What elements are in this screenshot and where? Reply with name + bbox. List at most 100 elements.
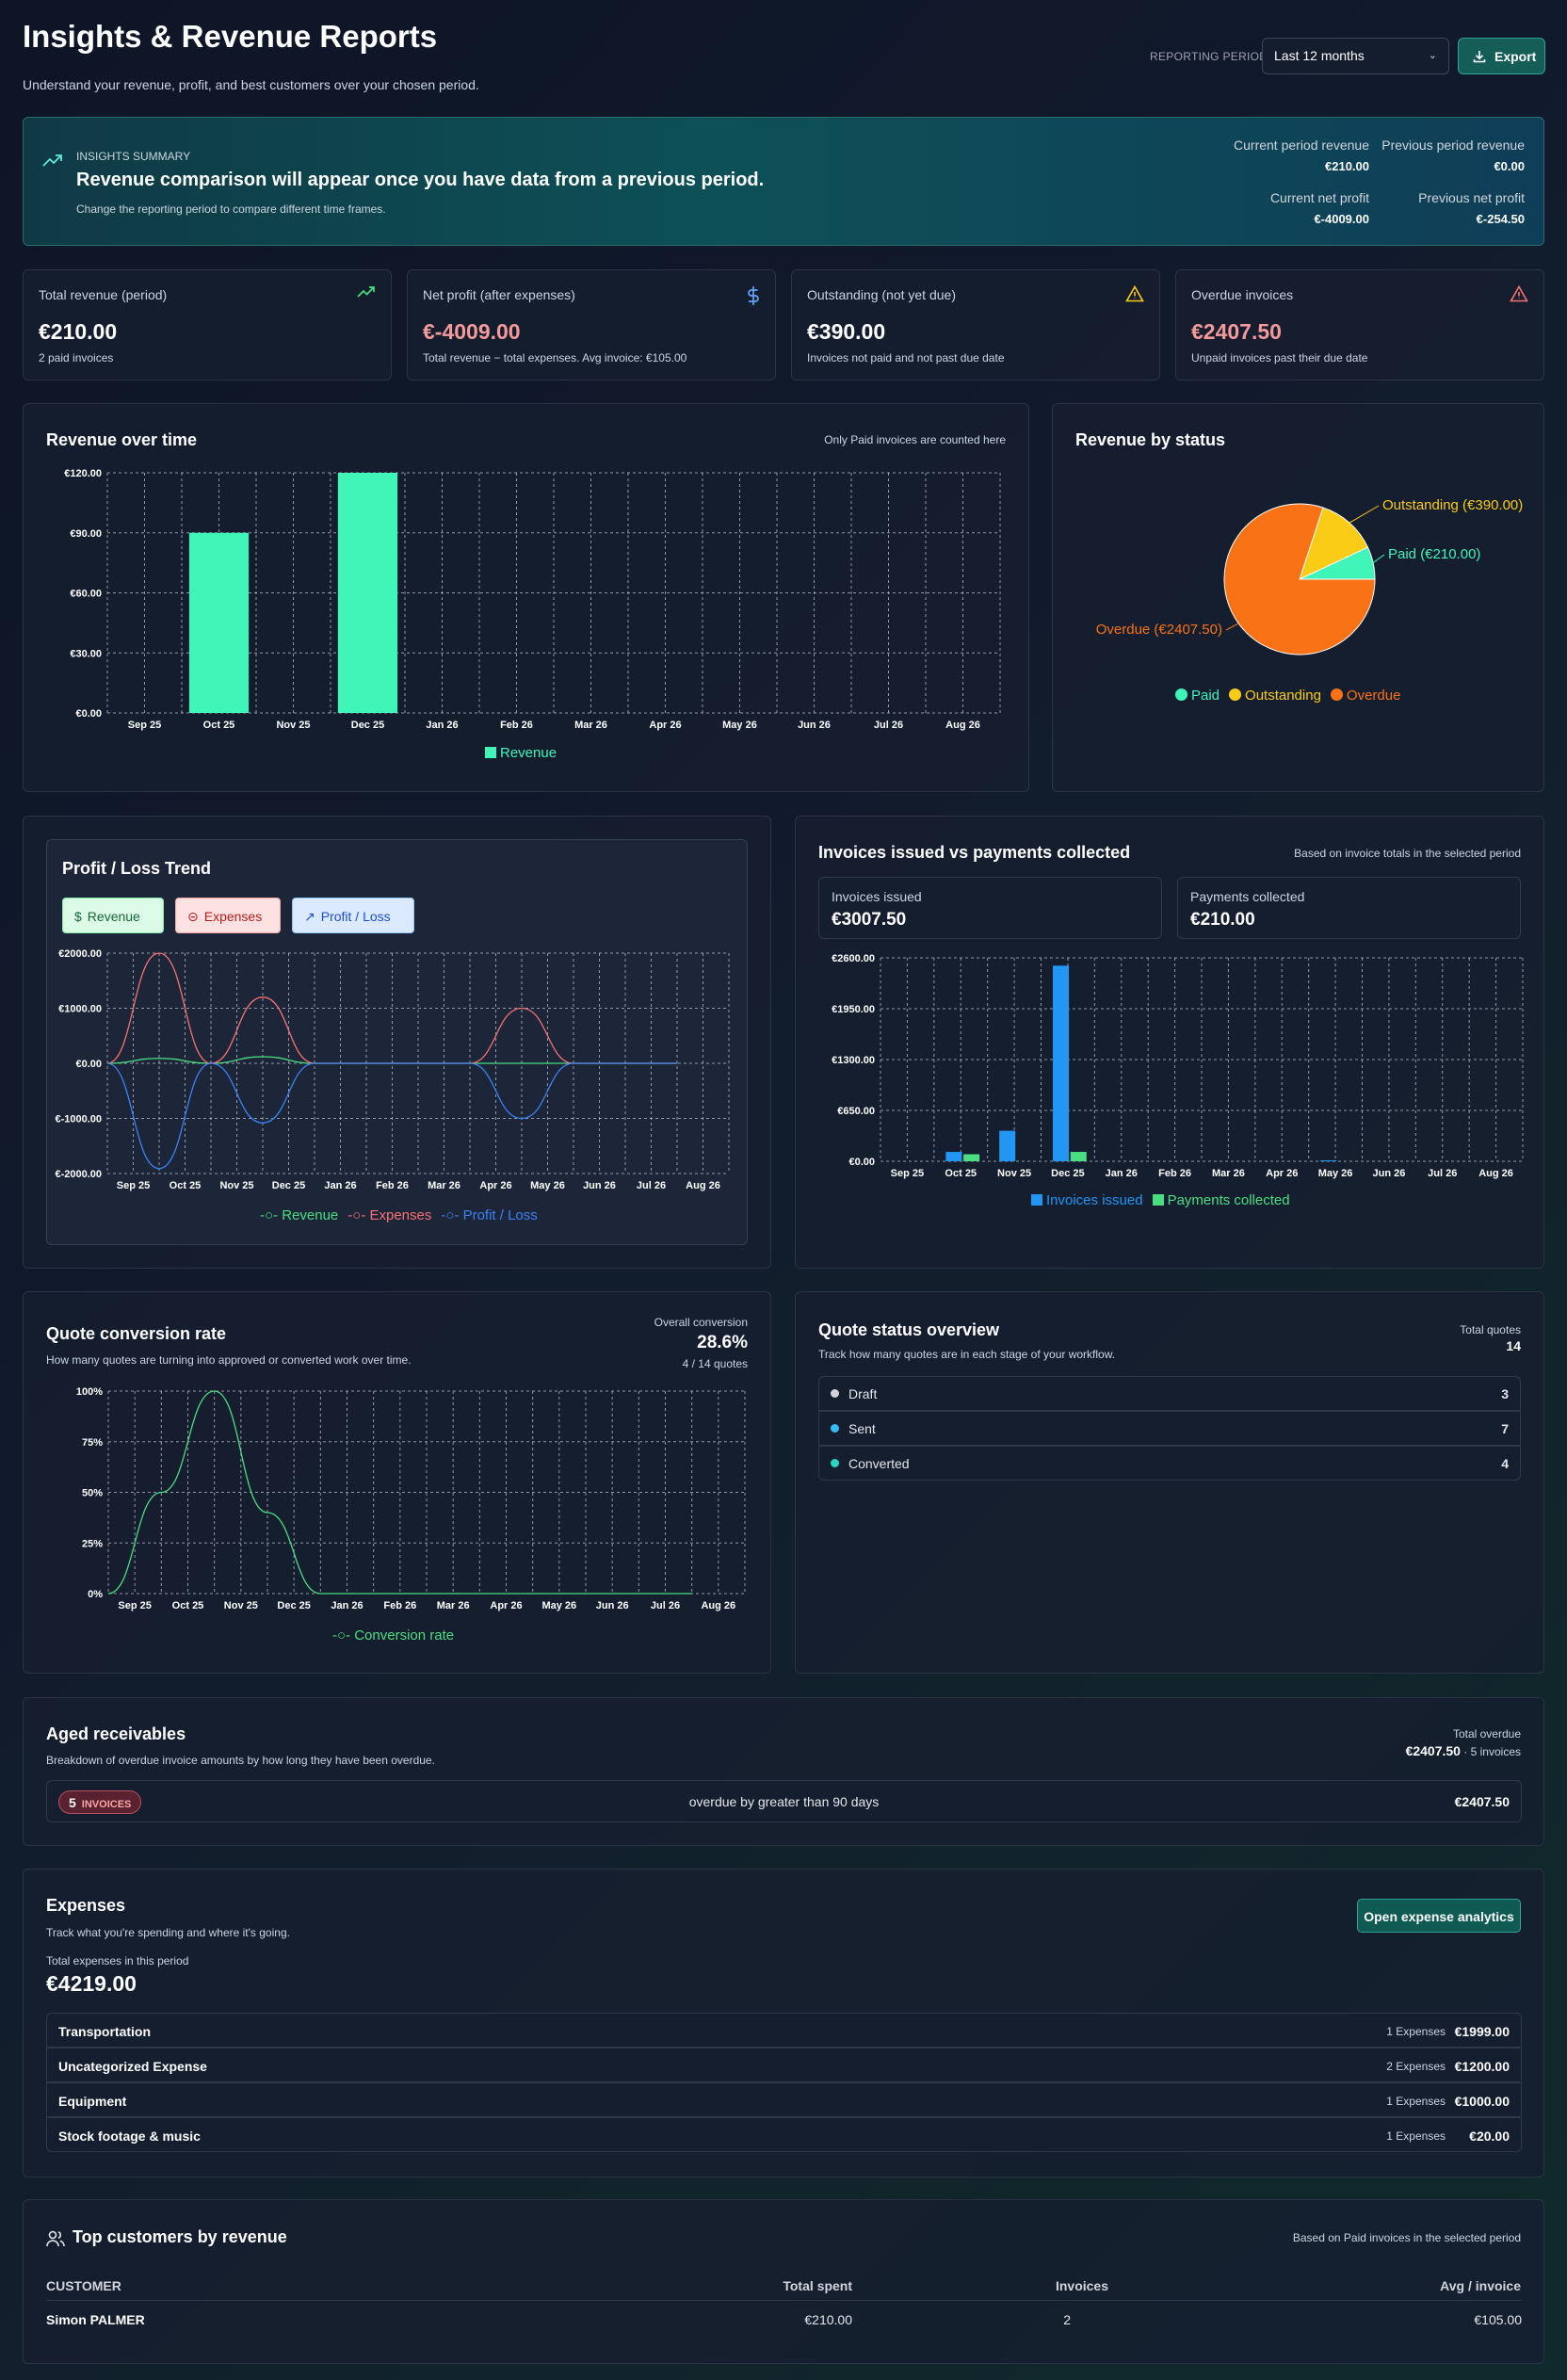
total-sub: · 5 invoices	[1460, 1745, 1521, 1758]
expense-amount: €1200.00	[1454, 2059, 1510, 2074]
toggle-revenue-button[interactable]: $ Revenue	[62, 898, 164, 933]
kpi-value: €2407.50	[1191, 319, 1282, 344]
legend-label: Expenses	[369, 1207, 432, 1223]
expense-count: 1 Expenses	[1386, 2025, 1446, 2038]
x-tick-label: Oct 25	[170, 1180, 202, 1191]
page-title: Insights & Revenue Reports	[23, 19, 438, 54]
overall-value: 28.6%	[697, 1333, 748, 1352]
x-tick-label: Aug 26	[945, 720, 980, 731]
section-title: Expenses	[46, 1896, 126, 1915]
section-subtitle: Breakdown of overdue invoice amounts by …	[46, 1754, 435, 1767]
chart-legend: Paid Outstanding Overdue	[1175, 688, 1400, 704]
series-line-conversion	[107, 1390, 692, 1595]
kpi-sub: Invoices not paid and not past due date	[807, 351, 1005, 364]
x-tick-label: Nov 25	[219, 1180, 253, 1191]
x-tick-label: Jul 26	[637, 1180, 666, 1191]
section-note: Only Paid invoices are counted here	[824, 433, 1006, 446]
x-tick-label: Jan 26	[426, 720, 458, 731]
x-tick-label: Oct 25	[203, 720, 235, 731]
pie-leader-line	[1225, 623, 1239, 631]
x-tick-label: Jul 26	[874, 720, 903, 731]
column-header-avg[interactable]: Avg / invoice	[1440, 2278, 1521, 2293]
table-row[interactable]: Simon PALMER €210.00 2 €105.00	[46, 2301, 1522, 2342]
toggle-profit-button[interactable]: ↗ Profit / Loss	[292, 898, 414, 933]
insights-headline: Revenue comparison will appear once you …	[76, 170, 765, 190]
expense-count: 2 Expenses	[1386, 2060, 1446, 2073]
open-expense-analytics-button[interactable]: Open expense analytics	[1357, 1899, 1521, 1933]
dollar-icon	[748, 286, 759, 305]
total-value: €2407.50	[1405, 1743, 1461, 1758]
y-tick-label: €2000.00	[58, 948, 102, 960]
quote-row-sent: Sent 7	[818, 1411, 1521, 1446]
bar-payments-collected	[1070, 1152, 1087, 1161]
box-value: €210.00	[1190, 910, 1255, 930]
column-header-customer[interactable]: CUSTOMER	[46, 2278, 121, 2293]
x-tick-label: Jul 26	[651, 1600, 680, 1611]
x-tick-label: Apr 26	[649, 720, 681, 731]
expense-row: Equipment 1 Expenses €1000.00	[46, 2082, 1522, 2117]
box-label: Payments collected	[1190, 889, 1305, 904]
toggle-expenses-button[interactable]: ⊝ Expenses	[175, 898, 281, 933]
pie-leader-line	[1349, 505, 1380, 524]
column-header-invoices[interactable]: Invoices	[1055, 2278, 1108, 2293]
legend-label: Profit / Loss	[462, 1207, 538, 1223]
kpi-title: Net profit (after expenses)	[423, 287, 575, 302]
legend-item-revenue: Revenue	[485, 745, 557, 761]
kpi-sub: Total revenue − total expenses. Avg invo…	[423, 351, 687, 364]
column-header-total[interactable]: Total spent	[783, 2278, 852, 2293]
section-title: Top customers by revenue	[73, 2227, 287, 2246]
chart-legend: -○- Revenue -○- Expenses -○- Profit / Lo…	[260, 1207, 538, 1223]
section-note: Based on invoice totals in the selected …	[1294, 847, 1521, 860]
expense-row: Transportation 1 Expenses €1999.00	[46, 2013, 1522, 2048]
y-tick-label: 75%	[82, 1437, 103, 1449]
legend-item-revenue: -○- Revenue	[260, 1207, 339, 1223]
quote-row-draft: Draft 3	[818, 1376, 1521, 1411]
section-subtitle: How many quotes are turning into approve…	[46, 1353, 412, 1367]
revenue-bar	[337, 473, 398, 713]
customer-invoices: 2	[1063, 2312, 1071, 2327]
x-tick-label: Apr 26	[490, 1600, 522, 1611]
trending-up-icon: ↗	[304, 909, 315, 924]
bar-invoices-issued	[999, 1130, 1016, 1161]
invoices-payments-card: Invoices issued vs payments collected Ba…	[795, 816, 1544, 1269]
download-icon	[1473, 51, 1486, 63]
y-tick-label: €0.00	[848, 1157, 875, 1168]
total-value: 14	[1506, 1338, 1521, 1353]
kpi-sub: 2 paid invoices	[39, 351, 114, 364]
y-tick-label: €0.00	[75, 708, 102, 720]
x-tick-label: Oct 25	[945, 1168, 977, 1179]
kpi-value: €390.00	[807, 319, 886, 344]
export-button[interactable]: Export	[1458, 38, 1545, 74]
section-title: Quote status overview	[818, 1320, 1000, 1339]
button-label: Expenses	[203, 909, 263, 924]
legend-item-overdue: Overdue	[1330, 688, 1400, 704]
x-tick-label: May 26	[1318, 1168, 1353, 1179]
stat-label: Current net profit	[1269, 190, 1369, 205]
expense-category: Equipment	[58, 2094, 127, 2109]
legend-item-paid: Paid	[1175, 688, 1220, 704]
stat-value: €-254.50	[1476, 212, 1525, 226]
invoices-bar-chart: €0.00 €650.00 €1300.00 €1950.00 €2600.00 Sep …	[832, 953, 1524, 1179]
profit-loss-card: Profit / Loss Trend $ Revenue ⊝ Expenses ↗…	[46, 839, 748, 1245]
period-label: REPORTING PERIOD	[1150, 50, 1268, 63]
revenue-bar	[188, 532, 250, 713]
x-tick-label: Feb 26	[1158, 1168, 1191, 1179]
y-tick-label: €0.00	[75, 1059, 102, 1070]
y-tick-label: €30.00	[70, 648, 102, 659]
section-subtitle: Track what you're spending and where it'…	[46, 1926, 290, 1939]
export-label: Export	[1494, 49, 1537, 64]
revenue-by-status-card: Revenue by status Outstanding (€390.00) P…	[1052, 403, 1544, 792]
customer-name: Simon PALMER	[46, 2312, 145, 2327]
trending-up-icon	[42, 154, 62, 167]
status-dot	[831, 1424, 839, 1433]
x-tick-label: Dec 25	[277, 1600, 310, 1611]
quote-row-converted: Converted 4	[818, 1446, 1521, 1481]
period-select[interactable]: Last 12 months ⌄	[1262, 38, 1449, 74]
x-tick-label: Dec 25	[272, 1180, 305, 1191]
status-count: 7	[1501, 1421, 1509, 1436]
box-value: €3007.50	[832, 910, 907, 930]
bar-invoices-issued	[1053, 965, 1070, 1161]
insights-note: Change the reporting period to compare d…	[76, 202, 386, 216]
kpi-overdue: Overdue invoices €2407.50 Unpaid invoice…	[1175, 269, 1544, 380]
legend-item-expenses: -○- Expenses	[347, 1207, 432, 1223]
